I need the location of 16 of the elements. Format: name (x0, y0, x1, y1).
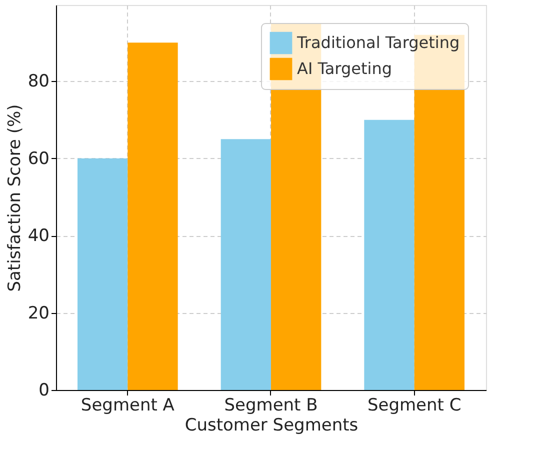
y-tick-label: 60 (28, 148, 50, 169)
bar (128, 42, 178, 390)
y-axis-title: Satisfaction Score (%) (4, 104, 25, 292)
legend-label: AI Targeting (297, 59, 392, 78)
x-tick-label: Segment A (80, 396, 175, 416)
y-tick-label: 20 (28, 303, 50, 324)
x-tick-label: Segment B (224, 396, 318, 416)
legend-label: Traditional Targeting (296, 33, 460, 52)
bar (220, 139, 271, 390)
bar (78, 158, 128, 390)
y-tick-label: 0 (38, 380, 50, 400)
y-tick-label: 80 (28, 72, 50, 92)
y-tick-label: 40 (28, 226, 50, 246)
bar (364, 120, 414, 390)
x-axis-title: Customer Segments (184, 416, 358, 436)
x-tick-label: Segment C (367, 396, 462, 416)
